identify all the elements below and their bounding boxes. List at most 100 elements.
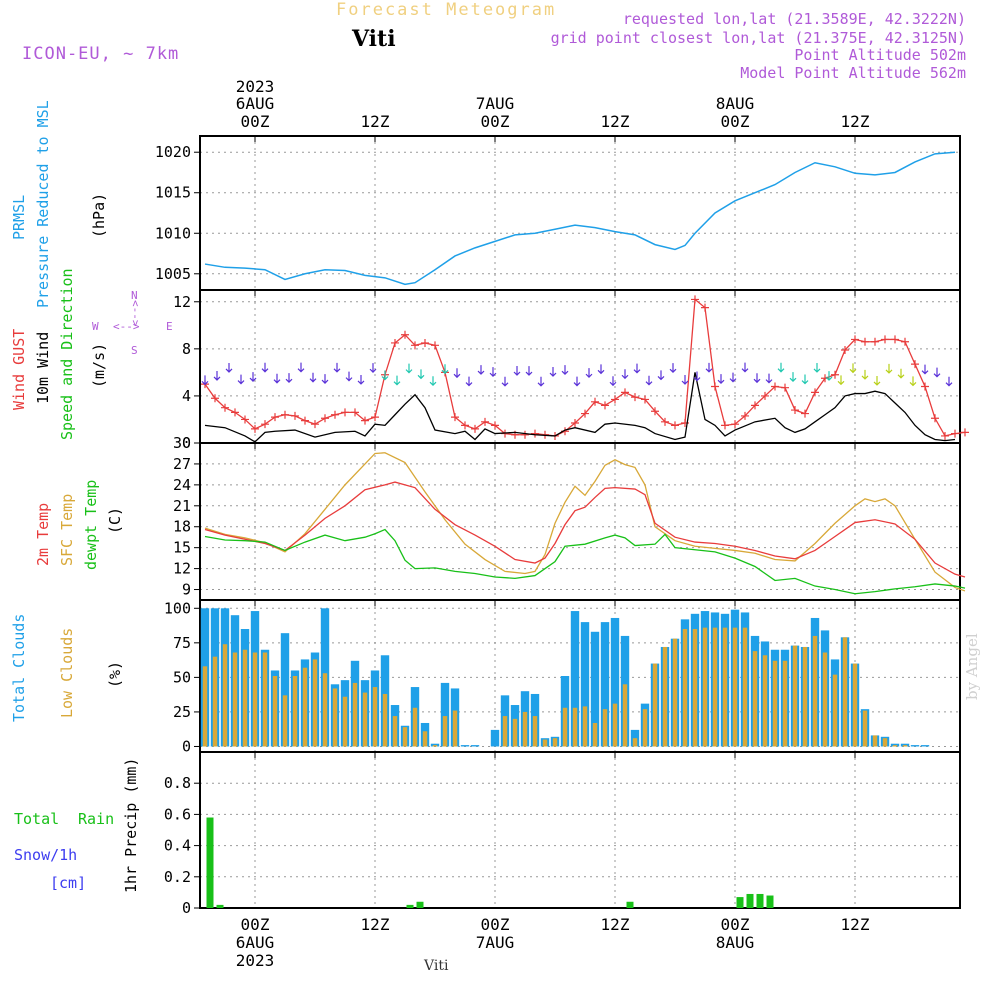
wind-direction-arrow [297, 362, 305, 373]
low-cloud-bar [532, 716, 538, 747]
low-cloud-bar [812, 635, 818, 747]
low-cloud-bar [502, 716, 508, 747]
rain-bar [416, 901, 424, 908]
precip-rain-label: Rain [78, 810, 115, 828]
total-cloud-bar [490, 729, 500, 747]
temp-dewpt-line [204, 528, 966, 595]
low-cloud-bar [352, 682, 358, 747]
gust-marker [331, 410, 339, 419]
gust-marker [611, 395, 619, 404]
total-cloud-bar [600, 622, 610, 747]
y-tick-label: 30 [173, 434, 191, 452]
y-tick-label: 0.2 [164, 868, 191, 886]
low-cloud-bar [612, 703, 618, 747]
top-date-label: 6AUG [236, 94, 275, 113]
gust-marker [671, 421, 679, 430]
low-cloud-bar [802, 646, 808, 747]
gust-marker [291, 411, 299, 420]
y-tick-label: 1010 [155, 224, 191, 242]
bottom-hour-label: 00Z [721, 915, 750, 934]
top-date-label: 7AUG [476, 94, 515, 113]
temp-unit: (C) [106, 506, 124, 534]
low-cloud-bar [312, 659, 318, 747]
compass-east: E [166, 320, 173, 333]
wind-direction-arrow [837, 375, 845, 386]
gust-marker [831, 370, 839, 379]
wind-direction-arrow [561, 365, 569, 375]
low-cloud-bar [392, 716, 398, 747]
low-cloud-bar [902, 745, 908, 747]
low-cloud-bar [372, 687, 378, 747]
wind-direction-arrow [621, 369, 629, 380]
wind-direction-arrow [825, 371, 833, 381]
gust-marker [251, 424, 259, 433]
rain-bar [216, 904, 224, 908]
low-cloud-bar [712, 627, 718, 747]
top-date-label: 8AUG [716, 94, 755, 113]
gust-marker [751, 401, 759, 410]
gust-marker [411, 341, 419, 350]
wind-direction-arrow [885, 363, 893, 374]
wind-direction-arrow [741, 362, 749, 373]
pressure-unit: (hPa) [90, 192, 108, 238]
wind-direction-arrow [873, 375, 881, 386]
low-cloud-bar [822, 652, 828, 747]
wind-direction-arrow [729, 372, 737, 383]
wind-direction-arrow [201, 375, 209, 386]
gust-marker [401, 330, 409, 339]
wind-direction-arrow [645, 375, 653, 386]
low-cloud-bar [832, 674, 838, 747]
wind-direction-arrow [633, 363, 641, 374]
low-cloud-bar [242, 649, 248, 747]
total-cloud-bar [910, 745, 920, 747]
low-cloud-bar [302, 667, 308, 747]
wind-direction-arrow [213, 370, 221, 381]
wind-direction-arrow [705, 362, 713, 373]
low-cloud-bar [412, 707, 418, 747]
low-cloud-bar [652, 663, 658, 747]
low-cloud-bar [262, 652, 268, 747]
low-cloud-bar [582, 706, 588, 747]
low-clouds-label: Low Clouds [58, 627, 76, 718]
wind-direction-arrow [861, 369, 869, 380]
low-cloud-bar [222, 644, 228, 747]
low-cloud-bar [632, 738, 638, 747]
gust-marker [781, 383, 789, 392]
wind-direction-arrow [753, 373, 761, 384]
y-tick-label: 12 [173, 560, 191, 578]
wind-direction-arrow [393, 375, 401, 386]
gust-marker [491, 421, 499, 430]
low-cloud-bar [702, 627, 708, 747]
gust-marker [351, 408, 359, 417]
panel-frame [199, 289, 961, 444]
gust-marker [731, 420, 739, 429]
wind-direction-arrow [717, 374, 725, 385]
wind-direction-arrow [273, 373, 281, 384]
y-tick-label: 0 [182, 899, 191, 917]
top-hour-label: 12Z [841, 112, 870, 131]
compass-north: N [131, 289, 138, 302]
gust-marker [871, 337, 879, 346]
gust-marker [621, 388, 629, 397]
gust-marker [801, 409, 809, 418]
wind-speed-line [204, 372, 956, 443]
gust-marker [391, 338, 399, 347]
wind-direction-arrow [417, 369, 425, 380]
y-tick-label: 18 [173, 518, 191, 536]
wind-direction-arrow [489, 367, 497, 377]
y-tick-label: 0.4 [164, 837, 191, 855]
gust-marker [771, 382, 779, 391]
temp-2m-line [204, 481, 966, 578]
gust-marker [881, 335, 889, 344]
gust-marker [341, 408, 349, 417]
gust-marker [931, 414, 939, 423]
wind-direction-arrow [369, 363, 377, 373]
precip-unit: 1hr Precip (mm) [122, 757, 140, 893]
gust-marker [281, 410, 289, 419]
gust-marker [451, 413, 459, 422]
temp-sfc-line [204, 452, 966, 592]
low-cloud-bar [682, 629, 688, 747]
gust-marker [891, 335, 899, 344]
gust-marker [761, 391, 769, 400]
